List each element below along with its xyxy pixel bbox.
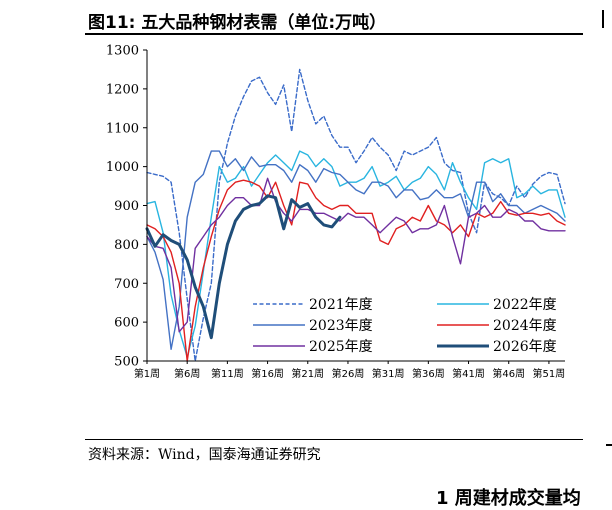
y-tick-label: 1300 (106, 44, 139, 59)
legend-label: 2024年度 (493, 318, 557, 334)
source-rule (85, 439, 583, 440)
y-tick-label: 800 (114, 238, 139, 253)
x-tick-label: 第1周 (134, 367, 160, 380)
x-tick-label: 第46周 (492, 367, 525, 380)
series-lines (145, 68, 566, 362)
title-rule (85, 33, 583, 35)
y-tick-label: 1200 (106, 82, 139, 97)
next-heading-peek: 1 周建材成交量均 (436, 488, 581, 509)
y-tick-label: 1000 (106, 160, 139, 175)
legend: 2021年度 2022年度 2023年度 2024年度 2025年度 2026年度 (253, 297, 557, 355)
x-tick-label: 第11周 (211, 367, 244, 380)
series-line-2026年度 (145, 194, 342, 340)
series-line-2025年度 (146, 177, 566, 333)
x-tick-label: 第41周 (452, 367, 485, 380)
series-line-2023年度 (146, 150, 566, 350)
series-line-2021年度 (146, 68, 566, 362)
y-tick-label: 700 (114, 277, 139, 292)
legend-label: 2026年度 (493, 339, 557, 355)
series-line-2022年度 (146, 150, 566, 358)
x-tick-label: 第31周 (372, 367, 405, 380)
x-tick-label: 第21周 (291, 367, 324, 380)
y-tick-label: 500 (114, 355, 139, 370)
adjacent-figure-edge-bottom (606, 444, 612, 452)
x-tick-label: 第51周 (533, 367, 566, 380)
x-tick-label: 第16周 (251, 367, 284, 380)
steel-demand-chart: 500 600 700 800 900 1000 1100 1200 1300 第1周 第6周 第11… (106, 44, 566, 381)
figure-title: 图11: 五大品种钢材表需（单位:万吨） (88, 13, 387, 33)
y-tick-label: 1100 (106, 121, 139, 136)
legend-label: 2023年度 (309, 318, 373, 334)
y-tick-label: 900 (114, 199, 139, 214)
x-tick-label: 第26周 (332, 367, 365, 380)
legend-label: 2025年度 (309, 339, 373, 355)
legend-label: 2022年度 (493, 297, 557, 313)
series-line-2024年度 (146, 179, 566, 362)
y-tick-label: 600 (114, 316, 139, 331)
x-tick-label: 第6周 (174, 367, 200, 380)
legend-label: 2021年度 (309, 297, 373, 313)
adjacent-figure-edge (602, 10, 612, 28)
x-tick-label: 第36周 (412, 367, 445, 380)
source-note: 资料来源：Wind，国泰海通证券研究 (88, 447, 321, 463)
axes: 500 600 700 800 900 1000 1100 1200 1300 第1周 第6周 第11… (106, 44, 565, 381)
